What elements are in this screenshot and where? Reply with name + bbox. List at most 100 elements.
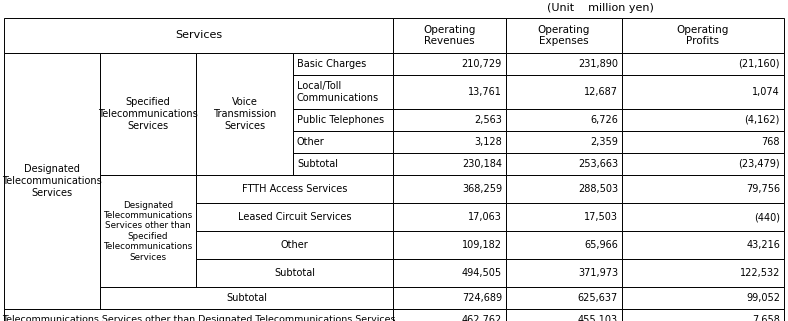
- Bar: [293, 53, 393, 75]
- Bar: [506, 53, 622, 75]
- Bar: [393, 153, 506, 175]
- Text: 12,687: 12,687: [584, 87, 618, 97]
- Text: (Unit    million yen): (Unit million yen): [547, 3, 653, 13]
- Bar: [622, 75, 784, 109]
- Text: Services: Services: [175, 30, 222, 40]
- Bar: [393, 53, 506, 75]
- Bar: [622, 231, 784, 259]
- Text: 768: 768: [761, 137, 780, 147]
- Bar: [100, 175, 196, 287]
- Bar: [393, 175, 506, 203]
- Text: 494,505: 494,505: [462, 268, 502, 278]
- Bar: [393, 259, 506, 287]
- Text: 462,762: 462,762: [462, 315, 502, 321]
- Text: 455,103: 455,103: [578, 315, 618, 321]
- Bar: [506, 153, 622, 175]
- Bar: [196, 53, 293, 175]
- Bar: [506, 109, 622, 131]
- Bar: [506, 18, 622, 53]
- Bar: [622, 109, 784, 131]
- Bar: [4, 309, 393, 321]
- Text: (440): (440): [754, 212, 780, 222]
- Bar: [393, 109, 506, 131]
- Text: Local/Toll
Communications: Local/Toll Communications: [297, 81, 379, 103]
- Text: Voice
Transmission
Services: Voice Transmission Services: [213, 97, 276, 131]
- Bar: [196, 203, 393, 231]
- Text: Public Telephones: Public Telephones: [297, 115, 384, 125]
- Bar: [293, 131, 393, 153]
- Bar: [100, 53, 196, 175]
- Bar: [622, 153, 784, 175]
- Text: 17,063: 17,063: [468, 212, 502, 222]
- Bar: [506, 309, 622, 321]
- Text: 3,128: 3,128: [474, 137, 502, 147]
- Bar: [393, 131, 506, 153]
- Bar: [506, 231, 622, 259]
- Bar: [196, 231, 393, 259]
- Bar: [622, 203, 784, 231]
- Text: 371,973: 371,973: [578, 268, 618, 278]
- Bar: [622, 53, 784, 75]
- Text: 1,074: 1,074: [753, 87, 780, 97]
- Text: 2,563: 2,563: [474, 115, 502, 125]
- Bar: [622, 259, 784, 287]
- Bar: [100, 287, 393, 309]
- Bar: [293, 75, 393, 109]
- Text: Telecommunications Services other than Designated Telecommunications Services: Telecommunications Services other than D…: [2, 316, 396, 321]
- Bar: [622, 287, 784, 309]
- Text: 724,689: 724,689: [462, 293, 502, 303]
- Bar: [622, 18, 784, 53]
- Bar: [393, 231, 506, 259]
- Text: 17,503: 17,503: [584, 212, 618, 222]
- Text: 79,756: 79,756: [746, 184, 780, 194]
- Bar: [506, 287, 622, 309]
- Text: 230,184: 230,184: [462, 159, 502, 169]
- Bar: [506, 131, 622, 153]
- Text: Operating
Expenses: Operating Expenses: [538, 25, 590, 46]
- Text: Specified
Telecommunications
Services: Specified Telecommunications Services: [98, 97, 198, 131]
- Bar: [393, 75, 506, 109]
- Bar: [622, 175, 784, 203]
- Text: Other: Other: [281, 240, 308, 250]
- Bar: [196, 175, 393, 203]
- Text: Designated
Telecommunications
Services other than
Specified
Telecommunications
S: Designated Telecommunications Services o…: [103, 201, 192, 262]
- Bar: [393, 309, 506, 321]
- Text: Operating
Profits: Operating Profits: [677, 25, 729, 46]
- Bar: [506, 175, 622, 203]
- Text: 288,503: 288,503: [578, 184, 618, 194]
- Text: Subtotal: Subtotal: [226, 293, 267, 303]
- Text: 2,359: 2,359: [590, 137, 618, 147]
- Text: 7,658: 7,658: [752, 315, 780, 321]
- Text: (21,160): (21,160): [738, 59, 780, 69]
- Bar: [622, 131, 784, 153]
- Text: 625,637: 625,637: [578, 293, 618, 303]
- Text: 253,663: 253,663: [578, 159, 618, 169]
- Text: 6,726: 6,726: [590, 115, 618, 125]
- Bar: [293, 153, 393, 175]
- Bar: [4, 53, 100, 309]
- Text: 231,890: 231,890: [578, 59, 618, 69]
- Text: 210,729: 210,729: [462, 59, 502, 69]
- Bar: [393, 287, 506, 309]
- Text: Subtotal: Subtotal: [274, 268, 315, 278]
- Text: FTTH Access Services: FTTH Access Services: [242, 184, 348, 194]
- Text: 109,182: 109,182: [462, 240, 502, 250]
- Bar: [506, 203, 622, 231]
- Bar: [393, 203, 506, 231]
- Text: (23,479): (23,479): [738, 159, 780, 169]
- Text: 122,532: 122,532: [740, 268, 780, 278]
- Text: Designated
Telecommunications
Services: Designated Telecommunications Services: [2, 164, 102, 198]
- Text: (4,162): (4,162): [745, 115, 780, 125]
- Text: Operating
Revenues: Operating Revenues: [423, 25, 476, 46]
- Bar: [4, 18, 393, 53]
- Bar: [622, 309, 784, 321]
- Text: 368,259: 368,259: [462, 184, 502, 194]
- Text: Basic Charges: Basic Charges: [297, 59, 366, 69]
- Bar: [293, 109, 393, 131]
- Text: 65,966: 65,966: [584, 240, 618, 250]
- Bar: [196, 259, 393, 287]
- Text: 99,052: 99,052: [746, 293, 780, 303]
- Bar: [506, 259, 622, 287]
- Text: 43,216: 43,216: [746, 240, 780, 250]
- Bar: [393, 18, 506, 53]
